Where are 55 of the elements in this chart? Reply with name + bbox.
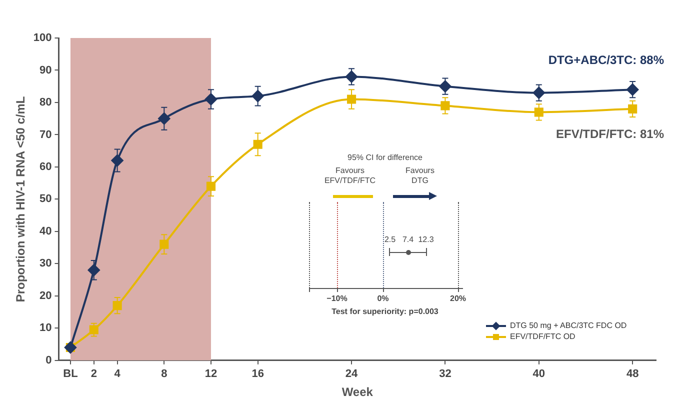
annotation: 0%: [377, 294, 389, 304]
x-tick-label: 2: [90, 368, 97, 380]
point: [160, 240, 169, 249]
point: [89, 325, 98, 334]
point: [112, 301, 122, 310]
text: Test for superiority: p=0.003: [332, 307, 438, 317]
annotation: 20%: [450, 294, 466, 304]
x-tick-label: 4: [114, 368, 122, 380]
point: [628, 104, 638, 114]
x-tick-label: 40: [532, 368, 546, 380]
x-axis-title: Week: [342, 385, 374, 400]
annotation: Favours DTG: [406, 166, 434, 186]
text: 95% CI for difference: [347, 153, 423, 163]
point: [88, 264, 100, 276]
annotation: −10%: [326, 294, 348, 304]
annotation: DTG+ABC/3TC: 88%: [548, 52, 664, 67]
point: [158, 112, 170, 125]
point: [253, 140, 262, 149]
y-tick-label: 60: [40, 160, 52, 173]
legend-label: DTG 50 mg + ABC/3TC FDC OD: [510, 321, 627, 330]
y-tick-label: 0: [46, 354, 52, 366]
annotation: 7.4: [402, 235, 414, 245]
y-tick-label: 40: [40, 225, 52, 238]
point: [252, 90, 264, 102]
y-tick-label: 30: [40, 258, 52, 270]
y-tick-label: 10: [40, 322, 52, 334]
y-tick-label: 100: [33, 32, 52, 44]
y-tick-label: 80: [40, 96, 52, 109]
annotation: EFV/TDF/FTC: 81%: [556, 127, 664, 142]
y-tick-label: 50: [40, 193, 52, 206]
y-tick-label: 70: [40, 128, 52, 141]
x-tick-label: 8: [161, 368, 168, 380]
point: [439, 80, 452, 92]
x-tick-label: 24: [345, 368, 359, 380]
point: [346, 94, 356, 104]
annotation: Favours EFV/TDF/FTC: [324, 166, 376, 186]
annotation: 12.3: [418, 235, 434, 245]
point: [204, 93, 217, 106]
x-tick-label: 12: [204, 368, 218, 380]
x-tick-label: BL: [63, 368, 78, 380]
x-tick-label: 16: [252, 368, 264, 380]
point: [440, 101, 450, 110]
y-axis-title: Proportion with HIV-1 RNA <50 c/mL: [14, 96, 28, 302]
annotation: 2.5: [384, 235, 396, 245]
point: [346, 70, 358, 83]
point: [111, 154, 124, 167]
point: [626, 84, 639, 96]
point: [532, 86, 545, 99]
y-tick-label: 20: [40, 290, 52, 302]
point: [206, 182, 216, 191]
legend-label: EFV/TDF/FTC OD: [510, 332, 576, 341]
x-tick-label: 32: [439, 368, 452, 380]
y-tick-label: 90: [40, 64, 52, 76]
point: [534, 108, 544, 117]
x-tick-label: 48: [626, 368, 639, 380]
